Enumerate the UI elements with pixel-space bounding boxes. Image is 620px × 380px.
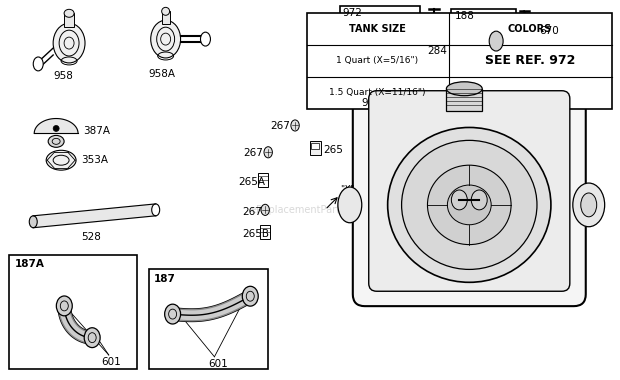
Bar: [9, 255, 137, 369]
Ellipse shape: [29, 216, 37, 228]
FancyBboxPatch shape: [353, 74, 586, 306]
Text: 284: 284: [427, 46, 448, 56]
Text: eReplacementParts.com: eReplacementParts.com: [250, 205, 370, 215]
Bar: [451, 10, 516, 64]
Ellipse shape: [48, 135, 64, 147]
Ellipse shape: [451, 190, 467, 210]
Ellipse shape: [471, 190, 487, 210]
Text: SEE REF. 972: SEE REF. 972: [485, 54, 575, 67]
Ellipse shape: [46, 150, 76, 170]
Text: 957: 957: [361, 98, 382, 108]
Ellipse shape: [53, 23, 85, 63]
Ellipse shape: [261, 204, 269, 215]
Text: 265: 265: [323, 145, 343, 155]
Ellipse shape: [356, 25, 384, 53]
Ellipse shape: [64, 10, 74, 17]
Ellipse shape: [33, 57, 43, 71]
Text: "X": "X": [340, 185, 354, 194]
Text: 387A: 387A: [83, 127, 110, 136]
Text: 528: 528: [81, 232, 101, 242]
Ellipse shape: [291, 120, 299, 131]
Bar: [64, 13, 74, 27]
Ellipse shape: [242, 286, 259, 306]
Text: 1.5 Quart (X=11/16"): 1.5 Quart (X=11/16"): [329, 89, 425, 97]
Polygon shape: [34, 119, 78, 133]
Text: 188: 188: [454, 11, 474, 21]
Ellipse shape: [448, 185, 491, 225]
Ellipse shape: [348, 17, 392, 61]
Text: 601: 601: [208, 359, 228, 369]
Bar: [446, 89, 482, 111]
Ellipse shape: [151, 20, 180, 58]
Ellipse shape: [388, 127, 551, 282]
Ellipse shape: [162, 7, 170, 15]
Ellipse shape: [446, 82, 482, 96]
Bar: [162, 11, 170, 24]
Bar: [310, 141, 321, 155]
Text: 601: 601: [101, 357, 121, 367]
Text: 187A: 187A: [14, 260, 44, 269]
Text: 265A: 265A: [238, 177, 265, 187]
Ellipse shape: [165, 304, 180, 324]
Bar: [307, 13, 613, 109]
Text: 670: 670: [539, 26, 559, 36]
Ellipse shape: [200, 32, 210, 46]
Polygon shape: [33, 204, 156, 228]
Ellipse shape: [573, 183, 604, 227]
Text: 353A: 353A: [81, 155, 108, 165]
Text: 267: 267: [270, 120, 290, 130]
Ellipse shape: [56, 296, 73, 316]
Ellipse shape: [152, 204, 160, 216]
Bar: [311, 143, 319, 149]
Bar: [259, 173, 268, 187]
Ellipse shape: [264, 147, 272, 158]
Ellipse shape: [524, 42, 544, 56]
Text: 958A: 958A: [149, 69, 175, 79]
Text: 267: 267: [243, 148, 263, 158]
Ellipse shape: [338, 187, 361, 223]
Ellipse shape: [489, 31, 503, 51]
Text: TANK SIZE: TANK SIZE: [348, 24, 405, 34]
Bar: [260, 225, 270, 239]
Ellipse shape: [430, 17, 440, 41]
FancyBboxPatch shape: [369, 91, 570, 291]
Ellipse shape: [581, 193, 596, 217]
Text: 972: 972: [343, 8, 363, 18]
Ellipse shape: [427, 165, 511, 245]
Ellipse shape: [402, 140, 537, 269]
Text: 1 Quart (X=5/16"): 1 Quart (X=5/16"): [336, 56, 418, 65]
Bar: [355, 71, 384, 95]
Bar: [340, 6, 420, 71]
Text: 187: 187: [154, 274, 175, 284]
Ellipse shape: [84, 328, 100, 348]
Text: 265B: 265B: [242, 229, 269, 239]
Text: 958: 958: [53, 71, 73, 81]
Ellipse shape: [525, 19, 533, 37]
Text: 267: 267: [242, 207, 262, 217]
Bar: [149, 269, 268, 369]
Ellipse shape: [53, 125, 59, 131]
Text: COLORS: COLORS: [508, 24, 552, 34]
